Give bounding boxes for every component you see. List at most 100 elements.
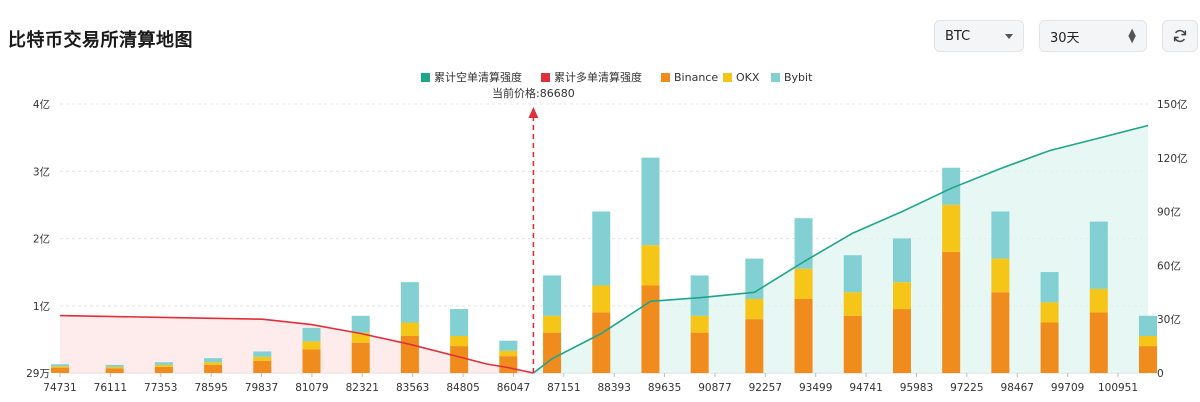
- bar-binance-15: [794, 298, 813, 373]
- legend-swatch-2: [661, 73, 670, 82]
- right-tick-0: 0: [1157, 368, 1164, 380]
- bar-okx-5: [302, 341, 321, 350]
- right-tick-4: 120亿: [1157, 152, 1188, 165]
- x-tick-12: 89635: [648, 382, 681, 394]
- bar-binance-3: [204, 364, 223, 373]
- chart-bars: [51, 157, 1157, 373]
- bar-binance-6: [351, 342, 370, 373]
- long-line: [59, 314, 534, 374]
- bar-binance-16: [843, 315, 862, 373]
- bar-okx-2: [154, 364, 173, 367]
- bar-okx-10: [543, 315, 562, 333]
- bar-binance-5: [302, 349, 321, 373]
- bar-binance-19: [991, 292, 1010, 373]
- x-tick-15: 93499: [799, 382, 832, 394]
- left-tick-4: 4亿: [33, 98, 50, 111]
- bar-okx-0: [51, 366, 69, 368]
- legend-swatch-4: [771, 73, 780, 82]
- bar-bybit-13: [690, 275, 709, 316]
- bar-bybit-20: [1040, 272, 1059, 303]
- x-tick-17: 95983: [900, 382, 933, 394]
- bar-bybit-21: [1089, 221, 1108, 289]
- x-tick-13: 90877: [698, 382, 731, 394]
- legend-swatch-3: [723, 73, 732, 82]
- refresh-icon: [1173, 29, 1187, 43]
- bar-bybit-5: [302, 327, 321, 342]
- bar-bybit-18: [942, 167, 961, 205]
- range-select-value: 30天: [1050, 30, 1080, 46]
- right-tick-1: 30亿: [1157, 313, 1181, 326]
- right-tick-5: 150亿: [1157, 98, 1188, 111]
- bar-bybit-1: [105, 364, 124, 367]
- legend-label-0: 累计空单清算强度: [434, 70, 522, 84]
- bar-okx-11: [592, 285, 611, 313]
- x-tick-16: 94741: [849, 382, 882, 394]
- x-tick-4: 79837: [245, 382, 278, 394]
- bar-binance-2: [154, 366, 173, 373]
- short-line: [532, 124, 1149, 374]
- legend-label-4: Bybit: [784, 71, 813, 84]
- bar-bybit-16: [843, 255, 862, 293]
- bar-okx-1: [105, 366, 124, 369]
- x-tick-1: 76111: [94, 382, 127, 394]
- bar-bybit-6: [351, 315, 370, 333]
- x-tick-2: 77353: [144, 382, 177, 394]
- bar-bybit-19: [991, 211, 1010, 259]
- bar-binance-13: [690, 332, 709, 373]
- legend-swatch-1: [541, 73, 550, 82]
- coin-select[interactable]: BTC: [934, 20, 1024, 52]
- refresh-button[interactable]: [1162, 20, 1198, 52]
- x-tick-3: 78595: [194, 382, 227, 394]
- bar-binance-0: [51, 367, 69, 373]
- bar-binance-21: [1089, 312, 1108, 373]
- bar-bybit-10: [543, 275, 562, 316]
- up-down-arrows-icon: ▲ ▼: [1128, 27, 1136, 45]
- bar-okx-7: [400, 322, 419, 336]
- left-tick-2: 2亿: [33, 233, 50, 246]
- x-tick-6: 82321: [346, 382, 379, 394]
- chart-lines: [59, 124, 1149, 374]
- left-tick-3: 3亿: [33, 165, 50, 178]
- legend-label-3: OKX: [736, 71, 760, 84]
- legend-swatch-0: [421, 73, 430, 82]
- bar-okx-14: [745, 298, 764, 320]
- right-tick-2: 60亿: [1157, 259, 1181, 272]
- bar-bybit-22: [1139, 315, 1157, 336]
- x-tick-14: 92257: [749, 382, 782, 394]
- bar-binance-7: [400, 335, 419, 373]
- current-price-label: 当前价格:86680: [492, 86, 575, 100]
- bar-okx-20: [1040, 302, 1059, 323]
- left-tick-1: 1亿: [33, 300, 50, 313]
- left-axis: 29万 1亿 2亿 3亿 4亿: [26, 98, 50, 380]
- bar-okx-16: [843, 292, 862, 316]
- legend-label-2: Binance: [674, 71, 718, 84]
- bar-binance-8: [450, 346, 469, 373]
- bar-okx-9: [499, 350, 518, 357]
- x-tick-20: 99709: [1051, 382, 1084, 394]
- bar-okx-18: [942, 204, 961, 252]
- bar-binance-1: [105, 368, 124, 373]
- bar-bybit-8: [450, 309, 469, 336]
- bar-bybit-11: [592, 211, 611, 286]
- range-select[interactable]: 30天 ▲ ▼: [1039, 20, 1147, 52]
- right-tick-3: 90亿: [1157, 206, 1181, 219]
- current-price-marker: 当前价格:86680: [492, 86, 575, 373]
- bar-okx-15: [794, 268, 813, 299]
- bar-okx-6: [351, 332, 370, 343]
- x-tick-7: 83563: [396, 382, 429, 394]
- bar-bybit-4: [253, 351, 272, 357]
- chart-legend: 累计空单清算强度 累计多单清算强度 Binance OKX Bybit: [421, 70, 813, 84]
- bar-binance-12: [641, 285, 660, 373]
- bar-bybit-0: [51, 364, 69, 367]
- x-axis: 74731 76111 77353 78595 79837 81079 82321 83563…: [43, 373, 1138, 394]
- x-tick-0: 74731: [43, 382, 76, 394]
- bar-okx-8: [450, 335, 469, 347]
- bar-bybit-7: [400, 282, 419, 323]
- bar-okx-22: [1139, 335, 1157, 347]
- bar-bybit-3: [204, 358, 223, 363]
- x-tick-9: 86047: [497, 382, 530, 394]
- bar-binance-9: [499, 356, 518, 373]
- x-tick-10: 87151: [547, 382, 580, 394]
- bar-okx-12: [641, 245, 660, 286]
